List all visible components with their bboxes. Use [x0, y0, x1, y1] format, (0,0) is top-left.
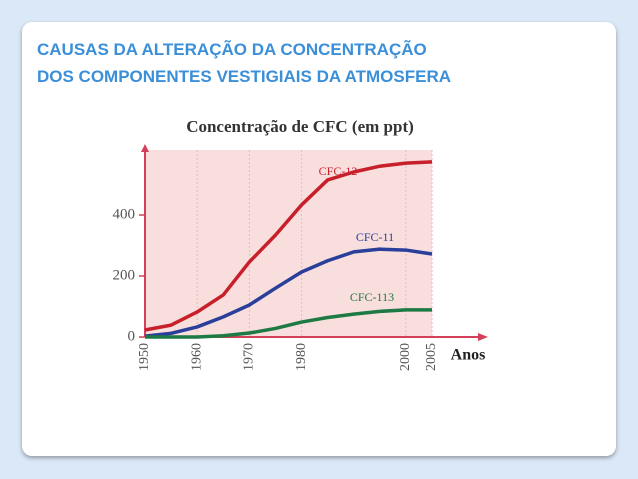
x-tick-label: 1950	[137, 343, 152, 371]
y-tick-label: 400	[113, 206, 136, 222]
x-tick-label: 1970	[242, 343, 257, 371]
series-label: CFC-113	[350, 290, 394, 304]
y-tick-label: 200	[113, 267, 136, 283]
x-tick-label: 1960	[189, 343, 204, 371]
plot-area	[145, 150, 432, 337]
y-tick-label: 0	[128, 328, 136, 344]
x-axis-arrow	[478, 333, 488, 341]
x-tick-label: 2000	[398, 343, 413, 371]
slide-title: CAUSAS DA ALTERAÇÃO DA CONCENTRAÇÃO	[37, 40, 427, 59]
x-tick-label: 2005	[424, 343, 439, 371]
series-line	[145, 308, 432, 339]
y-axis-arrow	[141, 144, 149, 152]
chart-title: Concentração de CFC (em ppt)	[186, 117, 414, 136]
series-label: CFC-11	[356, 230, 394, 244]
series-line	[144, 247, 433, 338]
x-tick-label: 1980	[294, 343, 309, 371]
series-line	[144, 160, 433, 332]
slide-title: DOS COMPONENTES VESTIGIAIS DA ATMOSFERA	[37, 67, 452, 86]
series-label: CFC-12	[319, 164, 358, 178]
x-axis-label: Anos	[451, 347, 486, 364]
